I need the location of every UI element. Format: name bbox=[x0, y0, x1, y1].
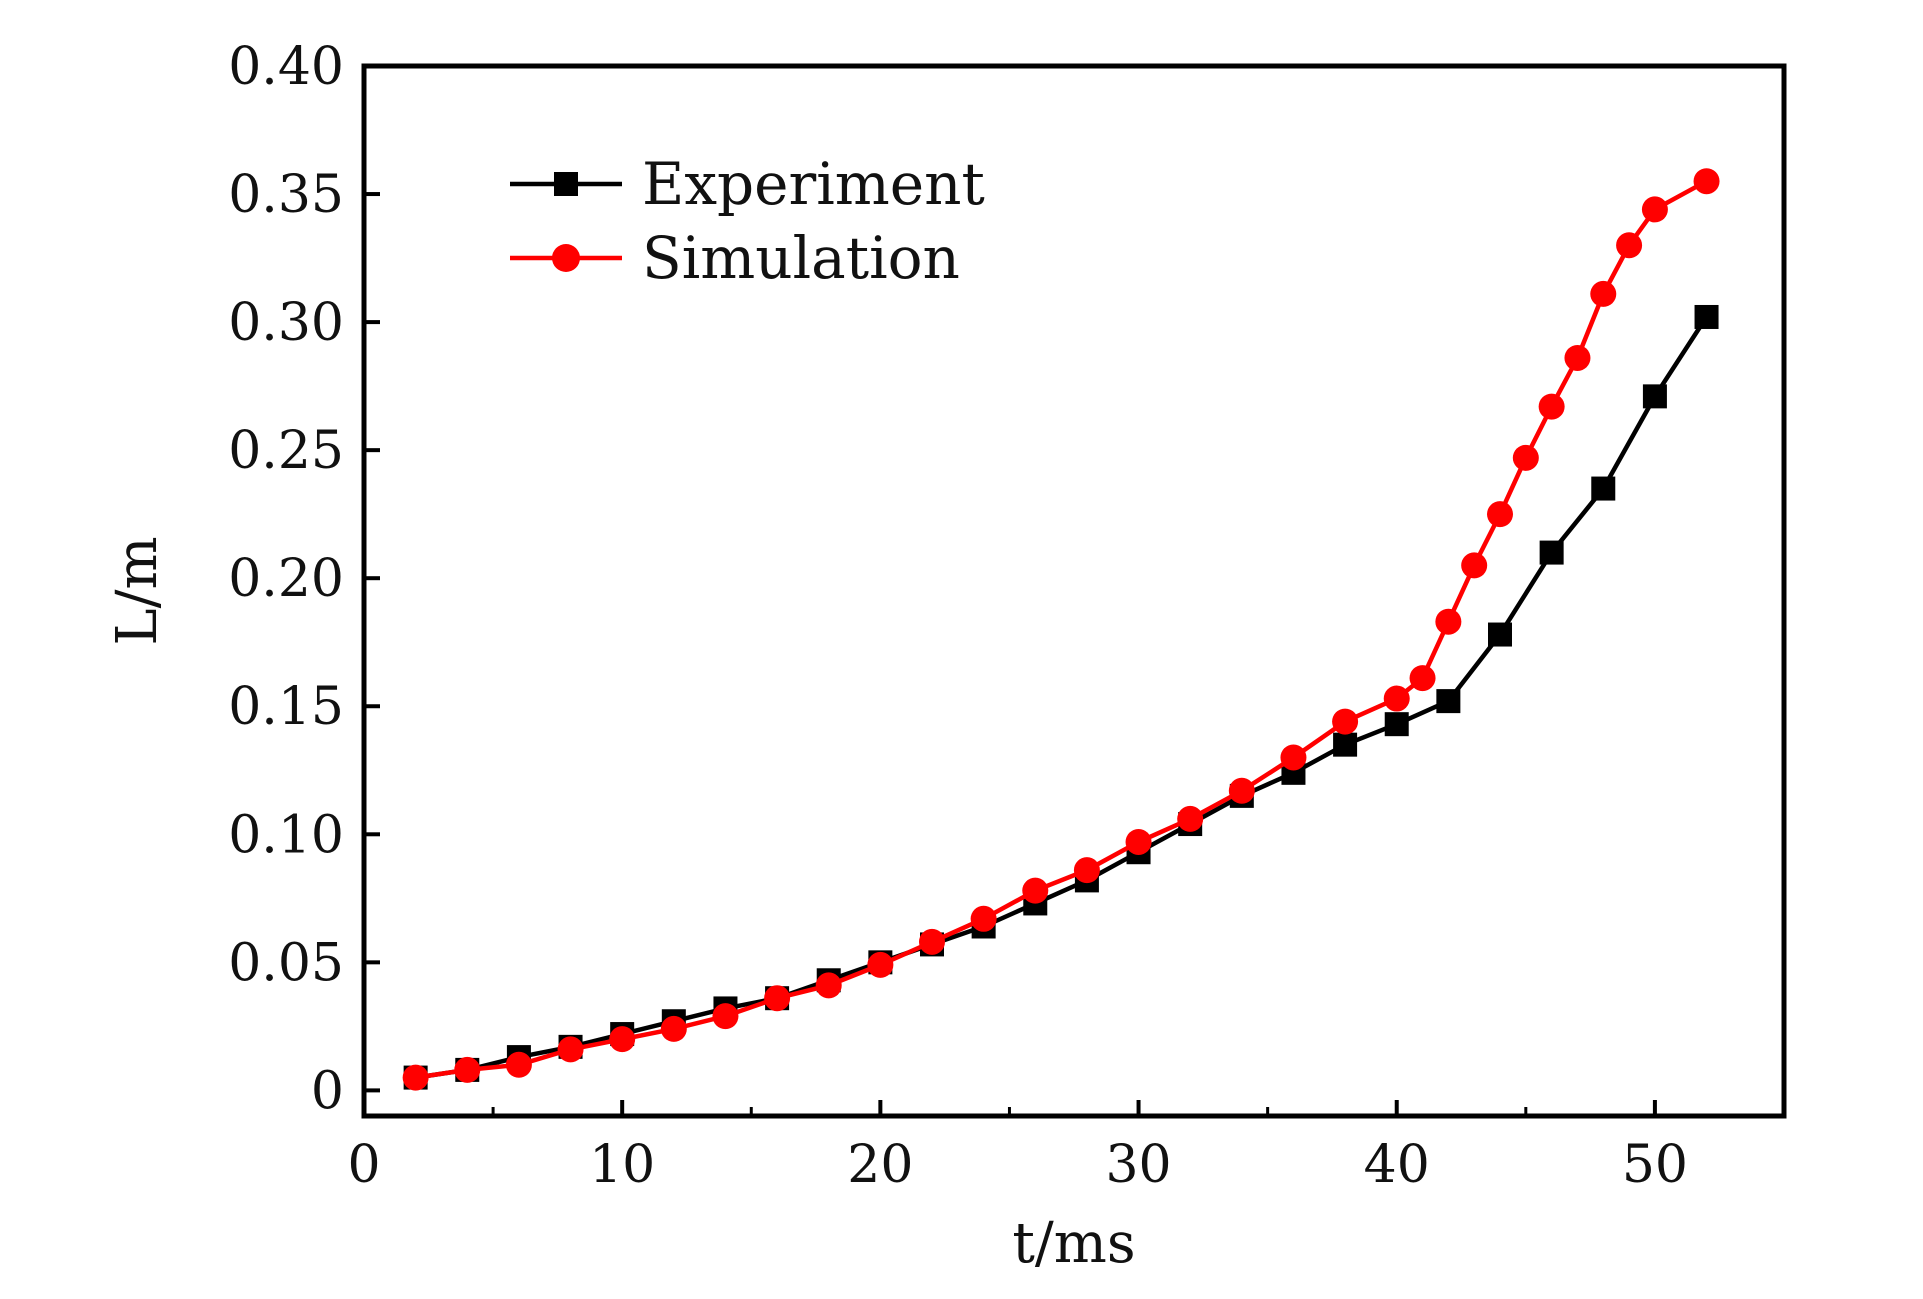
plot-frame-layer bbox=[361, 63, 1787, 1119]
data-point-simulation bbox=[1590, 280, 1617, 307]
data-point-experiment bbox=[1539, 540, 1564, 565]
series-layer bbox=[402, 168, 1720, 1091]
data-point-experiment bbox=[1333, 732, 1358, 757]
x-tick-label: 30 bbox=[1105, 1135, 1171, 1195]
data-point-experiment bbox=[1384, 712, 1409, 737]
series-line-experiment bbox=[413, 314, 1709, 1080]
x-tick-label: 0 bbox=[347, 1135, 380, 1195]
data-point-experiment bbox=[1488, 622, 1512, 647]
data-point-simulation bbox=[1228, 777, 1255, 804]
x-tick-label: 40 bbox=[1364, 1135, 1430, 1195]
x-tick-label: 10 bbox=[589, 1135, 655, 1195]
data-point-simulation bbox=[1693, 168, 1720, 195]
data-point-simulation bbox=[1641, 196, 1668, 223]
data-point-simulation bbox=[712, 1003, 739, 1030]
legend-marker-simulation bbox=[552, 244, 580, 272]
data-point-simulation bbox=[970, 905, 997, 932]
y-tick-label: 0.35 bbox=[228, 165, 344, 225]
data-point-simulation bbox=[1177, 805, 1204, 832]
data-point-experiment bbox=[1591, 476, 1616, 501]
data-point-experiment bbox=[1694, 304, 1719, 329]
data-point-simulation bbox=[1487, 501, 1513, 528]
ticks-layer: 0 10 20 30 40 50 0 0.05 0.10 0.15 0.20 0.25 0.30 0.35… bbox=[228, 37, 1688, 1195]
data-point-simulation bbox=[505, 1051, 532, 1078]
data-point-simulation bbox=[919, 928, 945, 955]
data-point-simulation bbox=[867, 951, 894, 978]
data-point-experiment bbox=[1642, 384, 1667, 409]
data-point-simulation bbox=[1332, 708, 1359, 735]
y-axis-label: L/m bbox=[105, 536, 170, 645]
data-point-experiment bbox=[1436, 689, 1461, 714]
y-tick-label: 0.30 bbox=[228, 293, 344, 353]
y-tick-label: 0.25 bbox=[228, 421, 344, 481]
x-tick-label: 50 bbox=[1622, 1135, 1688, 1195]
legend-marker-experiment bbox=[554, 172, 578, 196]
data-point-simulation bbox=[1022, 877, 1049, 904]
data-point-simulation bbox=[1125, 828, 1152, 855]
y-tick-label: 0.15 bbox=[228, 677, 344, 737]
data-point-simulation bbox=[1538, 393, 1565, 420]
data-point-simulation bbox=[609, 1026, 636, 1053]
data-point-simulation bbox=[815, 972, 842, 999]
y-tick-label: 0.20 bbox=[228, 549, 344, 609]
data-point-simulation bbox=[454, 1056, 481, 1083]
series-line-simulation bbox=[413, 178, 1709, 1080]
data-point-simulation bbox=[1512, 444, 1539, 471]
data-point-simulation bbox=[1461, 552, 1488, 579]
data-point-simulation bbox=[557, 1036, 584, 1063]
y-tick-label: 0.40 bbox=[228, 37, 344, 97]
data-point-simulation bbox=[402, 1064, 429, 1091]
data-point-simulation bbox=[1073, 857, 1100, 884]
y-tick-label: 0.10 bbox=[228, 805, 344, 865]
data-point-simulation bbox=[660, 1015, 687, 1042]
x-tick-label: 20 bbox=[847, 1135, 913, 1195]
data-point-simulation bbox=[1280, 744, 1307, 771]
x-axis-label: t/ms bbox=[1012, 1211, 1135, 1276]
data-point-simulation bbox=[1383, 685, 1410, 712]
data-point-simulation bbox=[1435, 608, 1462, 635]
legend-label-simulation: Simulation bbox=[642, 224, 960, 292]
y-tick-label: 0.05 bbox=[228, 933, 344, 993]
data-point-simulation bbox=[1564, 344, 1591, 371]
data-point-simulation bbox=[1409, 665, 1436, 692]
data-point-simulation bbox=[1616, 232, 1643, 259]
data-point-simulation bbox=[764, 985, 791, 1012]
y-tick-label: 0 bbox=[311, 1061, 344, 1121]
plot-frame bbox=[361, 63, 1787, 1119]
legend-label-experiment: Experiment bbox=[642, 150, 985, 218]
labels-layer: t/ms L/m bbox=[105, 536, 1136, 1276]
